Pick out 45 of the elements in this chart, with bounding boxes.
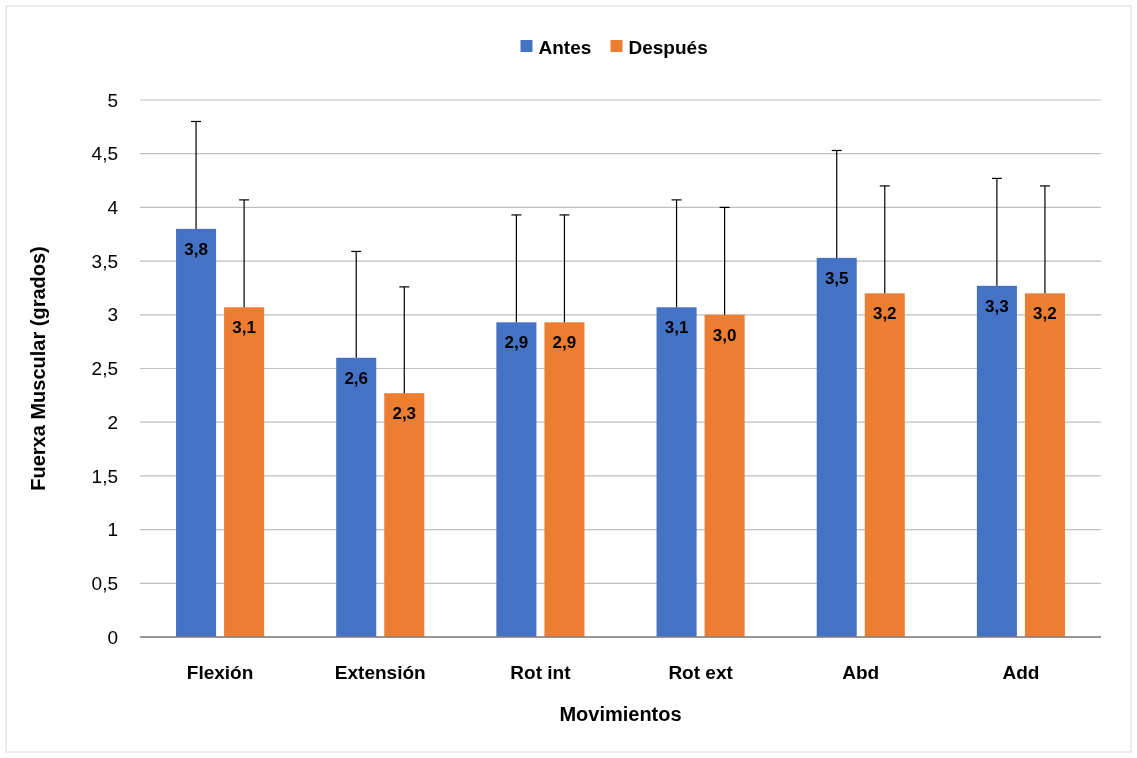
data-label: 3,1 <box>664 318 689 338</box>
y-tick-label: 4 <box>107 197 119 219</box>
data-label: 3,3 <box>985 296 1009 316</box>
y-tick-label: 5 <box>107 89 118 111</box>
y-tick-label: 4,5 <box>91 143 118 165</box>
y-tick-label: 2,5 <box>91 358 118 380</box>
bar <box>336 357 377 637</box>
y-tick-label: 1,5 <box>91 465 118 487</box>
bar <box>496 322 537 637</box>
bar <box>384 393 425 637</box>
y-tick-label: 2 <box>107 411 118 433</box>
bar <box>224 307 265 637</box>
legend-label: Antes <box>538 36 592 58</box>
y-tick-label: 0 <box>107 626 118 648</box>
bar <box>816 257 857 637</box>
data-label: 3,2 <box>872 304 897 324</box>
y-tick-label: 3 <box>107 304 118 326</box>
bar <box>704 314 745 637</box>
data-label: 3,2 <box>1033 304 1057 324</box>
bar <box>976 285 1017 637</box>
bar <box>176 228 217 637</box>
data-label: 3,1 <box>232 318 256 338</box>
legend-label: Después <box>628 36 708 58</box>
bar <box>864 293 905 637</box>
data-label: 2,6 <box>344 368 369 388</box>
data-label: 2,3 <box>392 404 417 424</box>
y-tick-label: 0,5 <box>91 572 118 594</box>
bar <box>544 322 585 637</box>
data-label: 3,5 <box>824 268 849 288</box>
x-tick-label: Flexión <box>186 662 254 683</box>
x-tick-label: Rot ext <box>668 662 734 683</box>
x-tick-label: Extensión <box>334 662 426 683</box>
y-axis-title: Fuerxa Muscular (grados) <box>27 246 49 491</box>
data-label: 2,9 <box>552 333 577 353</box>
bar <box>1024 293 1065 637</box>
data-label: 3,0 <box>712 325 737 345</box>
y-tick-label: 1 <box>107 519 118 541</box>
bar <box>656 307 697 637</box>
data-label: 2,9 <box>504 333 529 353</box>
x-tick-label: Add <box>1002 662 1040 683</box>
y-tick-label: 3,5 <box>91 250 118 272</box>
data-label: 3,8 <box>184 239 208 259</box>
x-tick-label: Abd <box>842 662 880 683</box>
x-axis-title: Movimientos <box>559 703 682 725</box>
x-tick-label: Rot int <box>510 662 572 683</box>
